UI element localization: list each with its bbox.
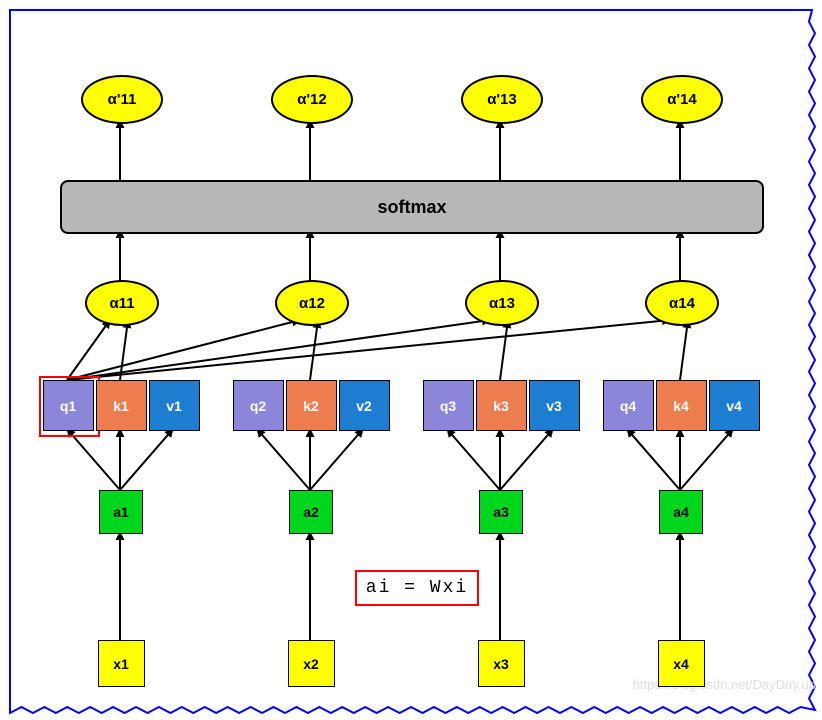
alpha-prime-node: α'11 (81, 75, 163, 124)
alpha-prime-node: α'12 (271, 75, 353, 124)
x-node: x2 (288, 640, 335, 687)
qkv-box: v2 (339, 380, 390, 431)
qkv-box: v4 (709, 380, 760, 431)
formula-box: ai = Wxi (355, 570, 479, 606)
qkv-box: k1 (96, 380, 147, 431)
softmax-box: softmax (60, 180, 764, 234)
x-node: x3 (478, 640, 525, 687)
qkv-box: v3 (529, 380, 580, 431)
qkv-box: k4 (656, 380, 707, 431)
a-node: a3 (479, 490, 523, 534)
qkv-box: v1 (149, 380, 200, 431)
x-node: x1 (98, 640, 145, 687)
a-node: a1 (99, 490, 143, 534)
alpha-node: α11 (85, 280, 159, 326)
qkv-box: q2 (233, 380, 284, 431)
qkv-box: k3 (476, 380, 527, 431)
qkv-box: k2 (286, 380, 337, 431)
alpha-node: α14 (645, 280, 719, 326)
qkv-highlight (39, 376, 100, 437)
alpha-prime-node: α'14 (641, 75, 723, 124)
a-node: a4 (659, 490, 703, 534)
diagram-canvas: https://blog.csdn.net/DayDay.up α'11α'12… (0, 0, 822, 720)
alpha-node: α13 (465, 280, 539, 326)
a-node: a2 (289, 490, 333, 534)
qkv-box: q4 (603, 380, 654, 431)
alpha-node: α12 (275, 280, 349, 326)
qkv-box: q3 (423, 380, 474, 431)
x-node: x4 (658, 640, 705, 687)
alpha-prime-node: α'13 (461, 75, 543, 124)
